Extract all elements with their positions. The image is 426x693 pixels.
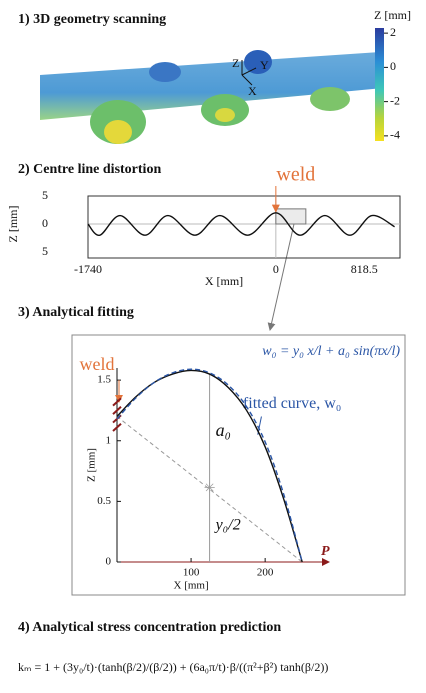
y-tick-label: 1.5 <box>97 374 111 386</box>
panel-frame <box>72 335 405 595</box>
y-tick-label: 5 <box>42 244 48 258</box>
fit-label: fitted curve, w₀ <box>243 395 341 412</box>
x-tick-label: 200 <box>257 567 274 579</box>
y-axis-label: Z [mm] <box>6 206 20 243</box>
page: 1) 3D geometry scanning Z Y X Z [mm] 4) … <box>0 0 426 693</box>
formula: w₀ = y₀ x/l + a₀ sin(πx/l) <box>262 344 400 359</box>
axis-letter: Y <box>260 58 269 72</box>
y-axis-label: Z [mm] <box>86 448 98 482</box>
y-tick-label: 5 <box>42 188 48 202</box>
mid-marker: ✳ <box>204 481 216 496</box>
figure: 1) 3D geometry scanning Z Y X Z [mm] 4) … <box>0 0 426 693</box>
y-tick-label: 0 <box>42 216 48 230</box>
x-tick-label: 100 <box>183 567 200 579</box>
x-tick-label: 0 <box>273 262 279 276</box>
y-tick-label: 0.5 <box>97 495 111 507</box>
plot-frame <box>88 196 400 258</box>
weld-label: weld <box>80 354 115 374</box>
x-tick-label: -1740 <box>74 262 102 276</box>
axis-letter: X <box>248 84 257 98</box>
colorbar-label: Z [mm] <box>374 8 411 22</box>
y-label: y₀/2 <box>214 516 241 533</box>
colorbar-tick-label: 0 <box>390 59 396 73</box>
panel-title: 3) Analytical fitting <box>18 305 134 320</box>
y-tick-label: 1 <box>106 434 112 446</box>
y-tick-label: 0 <box>106 556 112 568</box>
x-tick-label: 818.5 <box>351 262 378 276</box>
weld-label: weld <box>276 164 315 186</box>
x-axis-label: X [mm] <box>205 274 243 288</box>
x-axis-label: X [mm] <box>174 580 209 592</box>
scan-image <box>40 50 384 144</box>
panel-title: 1) 3D geometry scanning <box>18 12 166 27</box>
colorbar-tick-label: -4 <box>390 128 400 142</box>
a-label: a₀ <box>216 420 231 440</box>
axis-letter: Z <box>232 56 239 70</box>
colorbar-tick-label: 2 <box>390 25 396 39</box>
colorbar-tick-label: -2 <box>390 93 400 107</box>
load-label: P <box>321 544 330 559</box>
zoom-arrow <box>270 224 294 330</box>
formula: kₘ = 1 + (3y₀/t)·(tanh(β/2)/(β/2)) + (6a… <box>18 660 328 674</box>
panel-title: 2) Centre line distortion <box>18 162 161 177</box>
zoom-box <box>276 209 306 224</box>
colorbar <box>375 28 384 141</box>
panel-title: 4) Analytical stress concentration predi… <box>18 620 281 635</box>
